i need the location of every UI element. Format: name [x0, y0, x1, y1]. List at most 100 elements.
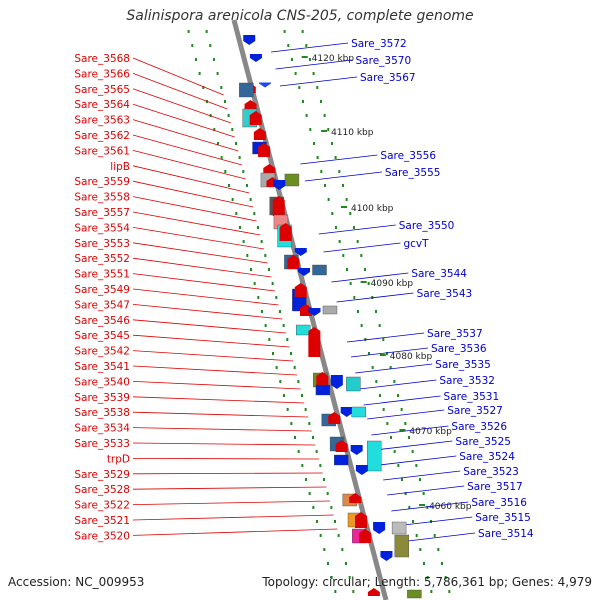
right-gene-label: gcvT [403, 238, 429, 250]
ruler-label: 4080 kbp [390, 352, 433, 362]
track-dot-1 [212, 58, 215, 61]
track-dot-2 [294, 72, 297, 75]
track-dot-0 [198, 72, 201, 75]
topology-text: Topology: circular; Length: 5,786,361 bp… [262, 575, 592, 589]
right-gene-label: Sare_3515 [475, 512, 531, 524]
left-leader-line [132, 334, 290, 348]
track-dot-2 [287, 44, 290, 47]
track-dot-1 [319, 464, 322, 467]
right-gene-label: Sare_3536 [431, 343, 487, 355]
track-dot-2 [334, 226, 337, 229]
track-dot-0 [312, 506, 315, 509]
left-gene-label: Sare_3552 [74, 253, 130, 265]
track-dot-2 [327, 198, 330, 201]
track-dot-2 [378, 394, 381, 397]
track-dot-1 [278, 310, 281, 313]
gene-block [322, 305, 338, 315]
track-dot-2 [342, 254, 345, 257]
gene-arrow-reverse [308, 308, 321, 316]
track-dot-2 [345, 268, 348, 271]
right-leader-line [355, 363, 433, 374]
gene-arrow-reverse [294, 248, 307, 256]
gene-arrow-reverse [243, 35, 256, 45]
track-dot-1 [289, 352, 292, 355]
ruler-label: 4100 kbp [351, 204, 394, 214]
track-dot-0 [293, 436, 296, 439]
track-dot-0 [279, 380, 282, 383]
track-dot-2 [367, 352, 370, 355]
track-dot-1 [345, 562, 348, 565]
right-leader-line [391, 501, 469, 512]
left-leader-line [132, 500, 331, 505]
track-dot-1 [253, 212, 256, 215]
gene-block [407, 589, 422, 599]
right-gene-label: Sare_3517 [467, 481, 523, 493]
track-dot-2 [316, 156, 319, 159]
right-gene-label: Sare_3537 [427, 328, 483, 340]
track-dot-0 [249, 268, 252, 271]
left-gene-label: Sare_3565 [74, 84, 130, 96]
gene-arrow-forward [258, 143, 271, 157]
track-dot-3 [334, 156, 337, 159]
gene-block [334, 454, 349, 466]
track-dot-0 [235, 212, 238, 215]
gene-block [315, 384, 331, 396]
gene-block [394, 534, 410, 558]
track-dot-0 [316, 520, 318, 523]
gene-block [284, 173, 300, 187]
left-gene-label: Sare_3529 [74, 469, 130, 481]
track-dot-0 [224, 170, 227, 173]
track-dot-1 [223, 100, 226, 103]
left-gene-label: Sare_3533 [74, 438, 130, 450]
track-dot-3 [323, 114, 326, 117]
gene-arrow-reverse [340, 407, 353, 417]
left-leader-line [132, 381, 301, 390]
track-dot-3 [433, 534, 436, 537]
track-dot-2 [338, 240, 341, 243]
track-dot-3 [404, 422, 407, 425]
track-dot-0 [191, 44, 194, 47]
track-dot-2 [412, 520, 414, 523]
right-gene-label: Sare_3535 [435, 359, 491, 371]
track-dot-0 [257, 296, 260, 299]
right-gene-label: Sare_3567 [360, 72, 416, 84]
left-gene-label: Sare_3538 [74, 407, 130, 419]
track-dot-2 [423, 562, 426, 565]
track-dot-3 [389, 366, 392, 369]
track-dot-0 [297, 450, 300, 453]
track-dot-2 [360, 324, 363, 327]
gene-arrow-reverse [330, 375, 343, 389]
track-dot-1 [227, 114, 230, 117]
track-dot-1 [304, 408, 307, 411]
right-gene-label: Sare_3543 [417, 288, 473, 300]
right-leader-line [271, 42, 349, 53]
ruler-label: 4120 kbp [312, 54, 355, 64]
track-dot-0 [323, 548, 326, 551]
left-gene-label: Sare_3551 [74, 269, 130, 281]
left-gene-label: Sare_3563 [74, 115, 130, 127]
left-gene-label: Sare_3568 [74, 53, 130, 65]
right-leader-line [363, 395, 441, 406]
gene-block [391, 521, 407, 535]
track-dot-2 [430, 590, 433, 593]
left-leader-line [132, 528, 338, 536]
ruler-label: 4090 kbp [371, 279, 414, 289]
left-leader-line [132, 134, 243, 166]
track-dot-3 [407, 436, 410, 439]
left-leader-line [132, 103, 235, 138]
track-dot-1 [337, 534, 340, 537]
track-dot-0 [290, 422, 293, 425]
ruler-label: 4060 kbp [429, 502, 472, 512]
left-gene-label: Sare_3539 [74, 392, 130, 404]
right-gene-label: Sare_3516 [471, 497, 527, 509]
track-dot-0 [319, 534, 322, 537]
ruler-tick [399, 429, 406, 431]
right-gene-label: Sare_3514 [478, 528, 534, 540]
track-dot-2 [371, 366, 374, 369]
gene-block [296, 324, 311, 336]
track-dot-0 [227, 184, 230, 187]
gene-arrow-reverse [273, 180, 286, 190]
track-dot-3 [382, 338, 385, 341]
track-dot-0 [334, 590, 337, 593]
ruler-tick [419, 504, 426, 506]
